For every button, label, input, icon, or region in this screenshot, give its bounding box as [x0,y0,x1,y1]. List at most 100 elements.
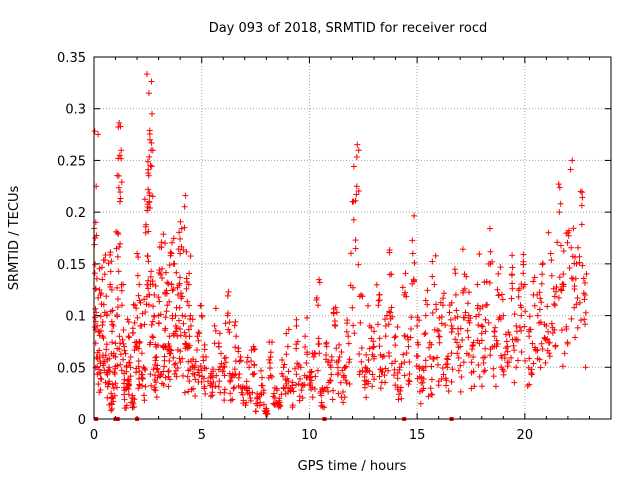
data-point [374,321,381,328]
data-point [514,357,521,364]
data-point [340,399,347,406]
data-point [215,383,222,390]
data-point [181,329,188,336]
data-point [124,377,131,384]
data-point [283,380,290,387]
data-point [106,401,113,408]
data-point [135,292,142,299]
plot-frame [93,56,612,420]
data-point [480,368,487,375]
data-point [457,325,464,332]
data-point [207,382,214,389]
data-point [531,274,538,281]
data-point [502,331,509,338]
data-point [179,312,186,319]
data-point [429,258,436,265]
data-point [162,374,169,381]
data-point [263,408,270,415]
data-point [219,368,226,375]
data-point [446,309,453,316]
data-point [534,347,541,354]
data-point [200,353,207,360]
data-point [501,351,508,358]
data-point [221,363,228,370]
data-point [295,380,302,387]
data-point [289,402,296,409]
data-point [358,345,365,352]
data-point [518,304,525,311]
data-point [231,322,238,329]
data-point [464,327,471,334]
data-point [117,361,124,368]
data-point [109,328,116,335]
data-point [376,335,383,342]
data-point [225,310,232,317]
data-point [177,250,184,257]
data-point [303,360,310,367]
data-point [451,266,458,273]
data-point [119,302,126,309]
data-point [177,359,184,366]
data-point [323,356,330,363]
data-point [545,339,552,346]
data-point [323,339,330,346]
data-point [482,345,489,352]
data-point [343,379,350,386]
data-point [407,325,414,332]
data-point [327,377,334,384]
data-point [434,361,441,368]
data-point [101,271,108,278]
data-point [145,228,152,235]
data-point [174,365,181,372]
data-point [91,324,98,331]
data-point [556,209,563,216]
data-point [293,381,300,388]
data-point [376,343,383,350]
data-point [149,147,156,154]
data-point [196,372,203,379]
data-point [109,321,116,328]
data-point [511,347,518,354]
data-point [215,366,222,373]
data-point [161,342,168,349]
data-point [170,354,177,361]
data-point [478,322,485,329]
data-point [537,364,544,371]
data-point [215,343,222,350]
data-point [514,337,521,344]
data-point [405,343,412,350]
data-point [358,358,365,365]
data-point [346,380,353,387]
data-point [468,359,475,366]
data-point [147,273,154,280]
data-point [91,241,98,248]
data-point [341,394,348,401]
data-point [184,298,191,305]
data-point [385,321,392,328]
data-point [160,381,167,388]
data-point [103,311,110,318]
data-point [192,376,199,383]
data-point [120,281,127,288]
data-point [465,352,472,359]
data-point [371,376,378,383]
data-point [382,322,389,329]
y-tick-label: 0.2 [65,206,86,221]
data-point [476,251,483,258]
data-point [492,324,499,331]
data-point [495,292,502,299]
data-point [115,123,122,130]
data-point [167,346,174,353]
data-point [209,389,216,396]
data-point [291,365,298,372]
y-tick-label: 0.25 [57,154,86,169]
data-point [304,349,311,356]
data-point [153,379,160,386]
data-point [117,340,124,347]
data-point [180,246,187,253]
data-point [461,314,468,321]
data-point [97,375,104,382]
data-point [141,196,148,203]
data-point [302,333,309,340]
data-point [422,357,429,364]
